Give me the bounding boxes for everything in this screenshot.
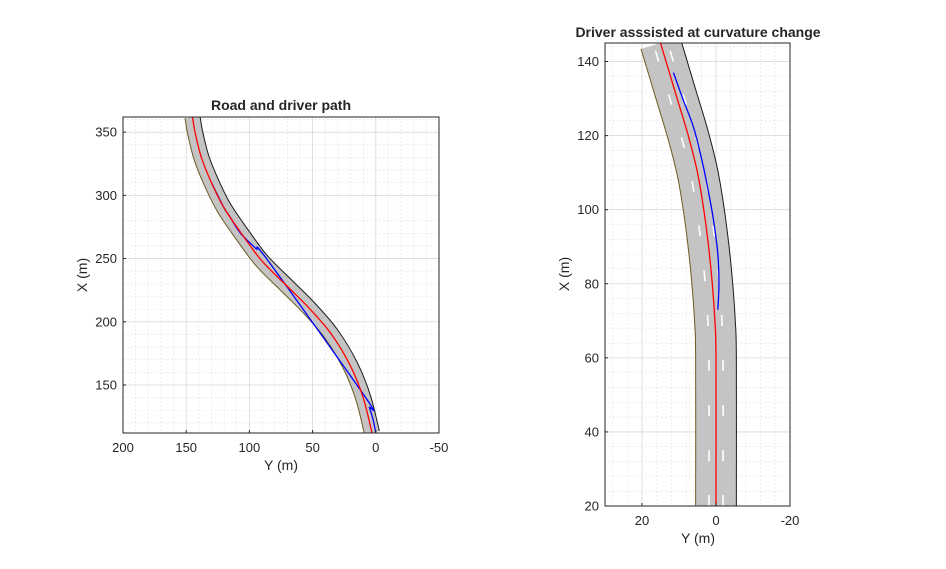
- chart-road-and-driver-path: 200 150 100 50 0 -50 150 200 250 300 350 Road and …: [74, 97, 448, 473]
- assisted-path-line: [191, 117, 373, 433]
- road: [184, 117, 380, 433]
- x-tick-label: 100: [239, 440, 261, 455]
- x-axis-label: Y (m): [264, 457, 298, 473]
- y-tick-label: 250: [95, 251, 117, 266]
- chart-title: Road and driver path: [211, 97, 351, 113]
- driver-path-line: [672, 72, 720, 310]
- y-tick-label: 300: [95, 188, 117, 203]
- x-tick-label: 0: [372, 440, 379, 455]
- y-tick-label: 350: [95, 125, 117, 140]
- y-tick-label: 40: [585, 424, 599, 439]
- y-axis-label: X (m): [74, 258, 90, 292]
- chart-curvature-change: 20 0 -20 20 40 60 80 100 120 140 Driver asssisted…: [556, 24, 821, 546]
- axes-frame: [604, 42, 791, 507]
- x-tick-label: -20: [781, 513, 800, 528]
- series-layer: [659, 43, 720, 506]
- x-tick-label: -50: [430, 440, 449, 455]
- road-edge-right: [184, 118, 365, 433]
- x-tick-label: 50: [305, 440, 319, 455]
- road-surface: [185, 117, 380, 433]
- y-tick-label: 140: [577, 54, 599, 69]
- axes-frame: [122, 116, 440, 434]
- x-tick-label: 150: [175, 440, 197, 455]
- y-tick-label: 100: [577, 202, 599, 217]
- tick-labels: 20 0 -20 20 40 60 80 100 120 140: [577, 54, 799, 528]
- road-edge-right: [640, 48, 697, 506]
- x-tick-label: 20: [635, 513, 649, 528]
- y-tick-label: 60: [585, 350, 599, 365]
- y-tick-label: 80: [585, 276, 599, 291]
- series-layer: [191, 117, 377, 433]
- y-tick-label: 20: [585, 499, 599, 514]
- tick-labels: 200 150 100 50 0 -50 150 200 250 300 350: [95, 125, 448, 455]
- road: [640, 43, 737, 506]
- grid: [122, 117, 440, 433]
- y-axis-label: X (m): [556, 257, 572, 291]
- x-tick-label: 0: [712, 513, 719, 528]
- x-axis-label: Y (m): [681, 530, 715, 546]
- chart-title: Driver asssisted at curvature change: [575, 24, 820, 40]
- y-tick-label: 150: [95, 377, 117, 392]
- y-tick-label: 120: [577, 128, 599, 143]
- road-edge-left: [199, 117, 380, 432]
- assisted-path-line: [659, 43, 717, 506]
- road-surface: [641, 43, 737, 506]
- road-edge-left: [681, 43, 737, 506]
- x-tick-label: 200: [112, 440, 134, 455]
- y-tick-label: 200: [95, 314, 117, 329]
